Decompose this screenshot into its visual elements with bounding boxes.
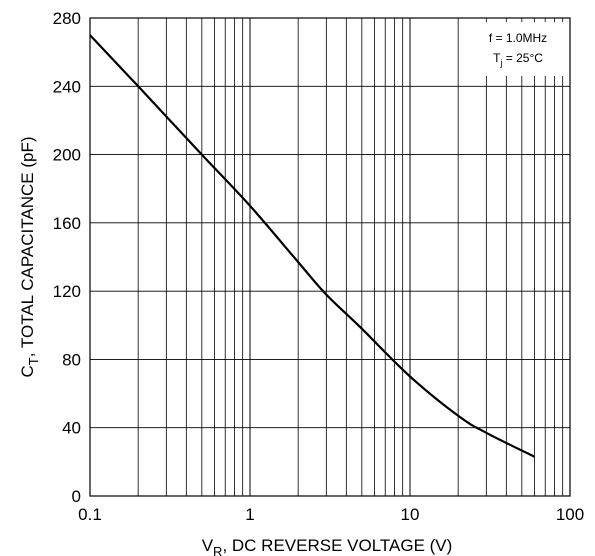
y-tick-labels: 0 40 80 120 160 200 240 280	[53, 9, 81, 506]
y-tick-label: 0	[72, 487, 81, 506]
major-gridlines	[90, 18, 570, 496]
y-tick-label: 80	[62, 350, 81, 369]
x-axis-title-main: V	[202, 536, 214, 555]
x-axis-title-subscript: R	[213, 544, 222, 556]
minor-gridlines	[137, 18, 564, 496]
capacitance-curve	[89, 34, 535, 458]
x-tick-labels: 0.1 1 10 100	[78, 505, 584, 524]
y-axis-title-subscript: T	[26, 357, 41, 365]
x-tick-label: 100	[556, 505, 584, 524]
annotation-t-symbol: T	[493, 51, 501, 65]
y-tick-label: 240	[53, 77, 81, 96]
annotation-frequency: f = 1.0MHz	[489, 31, 547, 45]
x-axis-title-rest: , DC REVERSE VOLTAGE (V)	[222, 536, 452, 555]
annotation-temperature-value: = 25°C	[502, 51, 543, 65]
y-tick-label: 160	[53, 214, 81, 233]
conditions-annotation: f = 1.0MHz Tj = 25°C	[463, 22, 570, 76]
x-tick-label: 10	[401, 505, 420, 524]
y-axis-title: CT, TOTAL CAPACITANCE (pF)	[18, 137, 41, 378]
y-tick-label: 280	[53, 9, 81, 28]
annotation-background	[463, 22, 570, 76]
y-tick-label: 200	[53, 146, 81, 165]
y-axis-title-main: C	[18, 365, 37, 377]
y-tick-label: 120	[53, 282, 81, 301]
x-tick-label: 1	[245, 505, 254, 524]
plot-frame	[89, 17, 571, 497]
x-tick-label: 0.1	[78, 505, 102, 524]
y-tick-label: 40	[62, 419, 81, 438]
annotation-t-subscript: j	[499, 58, 502, 68]
series-layer	[89, 34, 535, 458]
x-axis-title: VR, DC REVERSE VOLTAGE (V)	[202, 536, 453, 556]
y-axis-title-rest: , TOTAL CAPACITANCE (pF)	[18, 137, 37, 358]
annotation-temperature: Tj = 25°C	[493, 51, 543, 68]
